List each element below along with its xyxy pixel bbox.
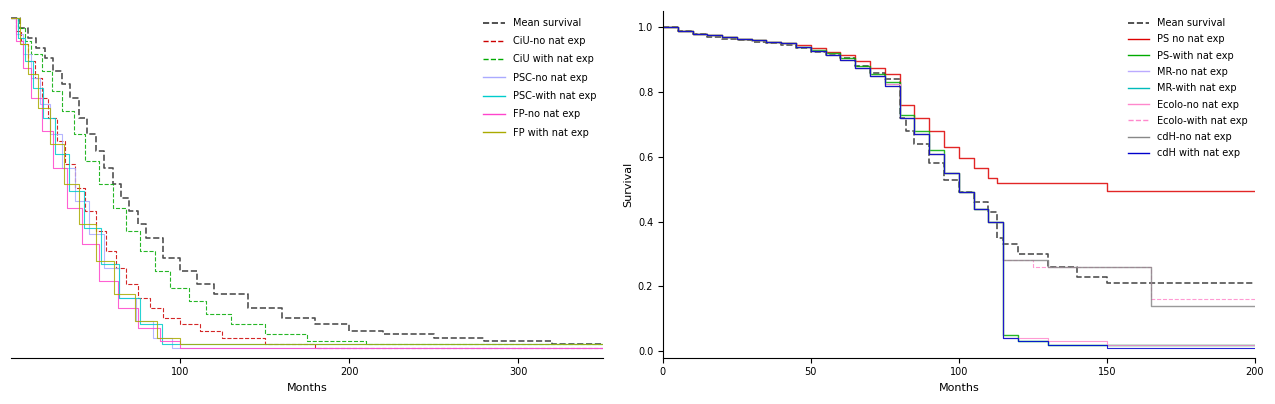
- X-axis label: Months: Months: [938, 383, 979, 393]
- Legend: Mean survival, PS no nat exp, PS-with nat exp, MR-no nat exp, MR-with nat exp, E: Mean survival, PS no nat exp, PS-with na…: [1125, 14, 1252, 162]
- Y-axis label: Survival: Survival: [623, 162, 634, 207]
- Legend: Mean survival, CiU-no nat exp, CiU with nat exp, PSC-no nat exp, PSC-with nat ex: Mean survival, CiU-no nat exp, CiU with …: [479, 14, 601, 141]
- X-axis label: Months: Months: [287, 383, 328, 393]
